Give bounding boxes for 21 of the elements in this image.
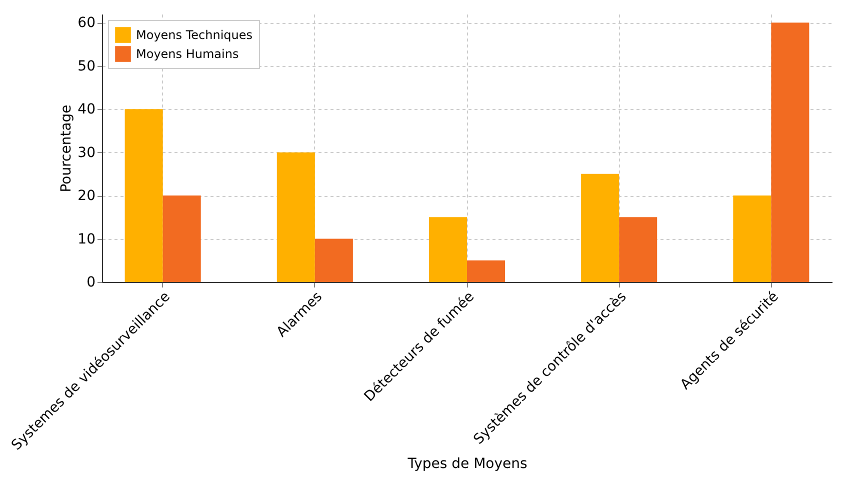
bar xyxy=(467,260,506,282)
bar xyxy=(276,152,315,282)
y-axis-title: Pourcentage xyxy=(58,104,75,192)
bar xyxy=(124,109,163,282)
bar xyxy=(771,22,810,282)
legend-label: Moyens Techniques xyxy=(136,28,253,42)
legend-label: Moyens Humains xyxy=(136,47,239,61)
bar xyxy=(428,217,467,282)
bar xyxy=(619,217,658,282)
bar xyxy=(162,196,201,282)
y-tick-label: 40 xyxy=(78,102,96,118)
x-axis-title: Types de Moyens xyxy=(406,456,528,472)
y-tick-label: 10 xyxy=(78,231,96,248)
y-tick-label: 20 xyxy=(78,188,96,204)
y-tick-label: 60 xyxy=(78,15,96,32)
bar xyxy=(314,238,353,282)
y-tick-label: 50 xyxy=(78,58,96,74)
y-tick-label: 30 xyxy=(78,144,96,161)
bar xyxy=(581,174,620,282)
bar xyxy=(733,196,772,282)
y-tick-label: 0 xyxy=(86,274,96,290)
